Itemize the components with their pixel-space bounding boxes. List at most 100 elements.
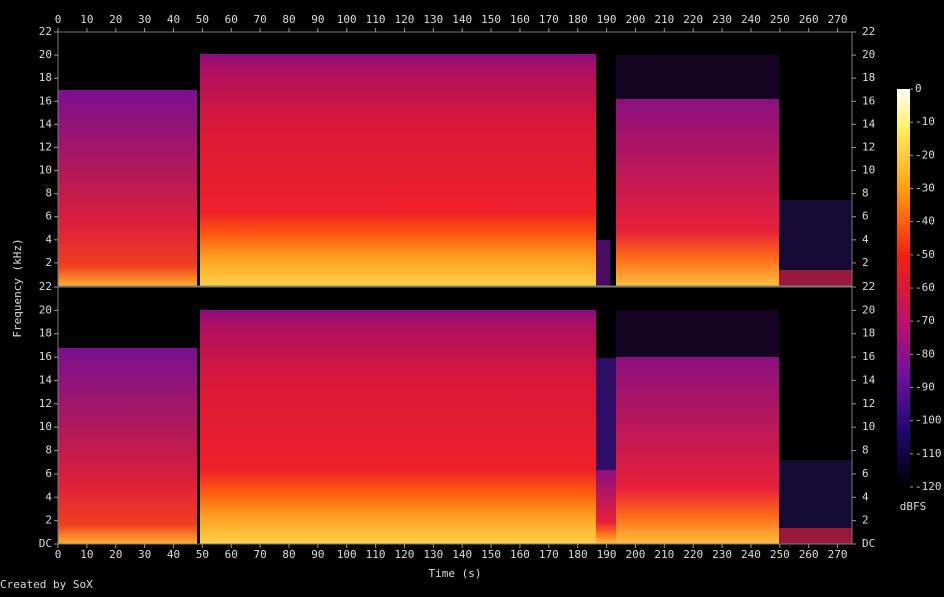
x-tick-label: 190 bbox=[597, 548, 617, 561]
spectrum-tail bbox=[779, 270, 852, 286]
spectrum-block bbox=[596, 470, 616, 544]
x-tick-label: 210 bbox=[654, 13, 674, 26]
y-tick-label: 6 bbox=[862, 210, 869, 223]
colorbar-tick-label: -30 bbox=[915, 182, 935, 195]
x-tick-label: 160 bbox=[510, 13, 530, 26]
y-tick-label: 4 bbox=[45, 233, 52, 246]
x-tick-label: 130 bbox=[423, 548, 443, 561]
y-tick-label: 10 bbox=[862, 420, 875, 433]
colorbar-tick-label: -110 bbox=[915, 447, 942, 460]
colorbar-tick-label: -50 bbox=[915, 248, 935, 261]
y-tick-label: 22 bbox=[862, 25, 875, 38]
plot-frame bbox=[57, 286, 853, 545]
y-tick-label: 22 bbox=[39, 25, 52, 38]
colorbar-tick-label: -10 bbox=[915, 115, 935, 128]
x-tick-label: 220 bbox=[683, 548, 703, 561]
x-tick-label: 0 bbox=[55, 13, 62, 26]
y-axis-label: Frequency (kHz) bbox=[11, 238, 24, 337]
x-tick-label: 240 bbox=[741, 13, 761, 26]
spectrum-block bbox=[200, 310, 596, 544]
y-tick-label: 8 bbox=[45, 187, 52, 200]
x-tick-label: 60 bbox=[225, 13, 238, 26]
y-tick-label: 14 bbox=[862, 117, 876, 130]
x-tick-label: 20 bbox=[109, 548, 122, 561]
spectrum-block bbox=[58, 348, 197, 544]
spectrum-block bbox=[200, 54, 596, 286]
colorbar-tick-label: 0 bbox=[915, 82, 922, 95]
y-tick-label: 2 bbox=[45, 256, 52, 269]
y-tick-label: 20 bbox=[862, 48, 875, 61]
credit: Created by SoX bbox=[0, 578, 93, 591]
x-tick-label: 110 bbox=[366, 548, 386, 561]
x-tick-label: 220 bbox=[683, 13, 703, 26]
spectrogram-image bbox=[58, 54, 852, 544]
y-tick-label: 22 bbox=[862, 280, 875, 293]
x-tick-label: 60 bbox=[225, 548, 238, 561]
colorbar-tick-label: -70 bbox=[915, 314, 935, 327]
y-tick-label: 2 bbox=[862, 256, 869, 269]
y-tick-label: 16 bbox=[39, 94, 52, 107]
colorbar bbox=[897, 89, 910, 487]
x-tick-label: 240 bbox=[741, 548, 761, 561]
x-tick-label: 170 bbox=[539, 13, 559, 26]
colorbar-tick-label: -120 bbox=[915, 480, 942, 493]
y-tick-label: 12 bbox=[39, 140, 52, 153]
y-tick-label: 16 bbox=[862, 94, 875, 107]
x-tick-label: 190 bbox=[597, 13, 617, 26]
y-tick-label: 16 bbox=[862, 350, 875, 363]
spectrum-block bbox=[58, 90, 197, 286]
colorbar-label: dBFS bbox=[900, 500, 927, 513]
x-tick-label: 170 bbox=[539, 548, 559, 561]
spectrum-block bbox=[616, 357, 779, 544]
x-tick-label: 130 bbox=[423, 13, 443, 26]
x-tick-label: 90 bbox=[311, 548, 324, 561]
colorbar-tick-label: -60 bbox=[915, 281, 935, 294]
x-tick-label: 120 bbox=[395, 13, 415, 26]
y-tick-label: 12 bbox=[39, 397, 52, 410]
spectrum-tail bbox=[779, 528, 852, 544]
colorbar-tick-label: -80 bbox=[915, 347, 935, 360]
x-tick-label: 120 bbox=[395, 548, 415, 561]
x-tick-label: 150 bbox=[481, 548, 501, 561]
x-tick-label: 140 bbox=[452, 548, 472, 561]
y-tick-label: 10 bbox=[39, 420, 52, 433]
y-tick-label: 18 bbox=[39, 71, 52, 84]
y-tick-label: 20 bbox=[862, 303, 875, 316]
y-tick-label: 2 bbox=[45, 514, 52, 527]
x-tick-label: 250 bbox=[770, 13, 790, 26]
colorbar-tick-label: -100 bbox=[915, 414, 942, 427]
x-tick-label: 270 bbox=[828, 548, 848, 561]
spectrum-speckle bbox=[616, 55, 779, 99]
x-tick-label: 200 bbox=[626, 13, 646, 26]
x-tick-label: 10 bbox=[80, 548, 93, 561]
x-tick-label: 100 bbox=[337, 13, 357, 26]
x-tick-label: 230 bbox=[712, 13, 732, 26]
y-tick-label: 6 bbox=[862, 467, 869, 480]
x-tick-label: 50 bbox=[196, 548, 209, 561]
x-tick-label: 180 bbox=[568, 548, 588, 561]
x-tick-label: 250 bbox=[770, 548, 790, 561]
x-tick-label: 230 bbox=[712, 548, 732, 561]
y-tick-label: 4 bbox=[862, 490, 869, 503]
y-tick-label: 14 bbox=[39, 373, 53, 386]
x-tick-label: 270 bbox=[828, 13, 848, 26]
x-tick-label: 180 bbox=[568, 13, 588, 26]
x-tick-label: 50 bbox=[196, 13, 209, 26]
y-tick-label: 22 bbox=[39, 280, 52, 293]
x-tick-label: 260 bbox=[799, 548, 819, 561]
y-tick-label: DC bbox=[39, 537, 52, 550]
x-tick-label: 210 bbox=[654, 548, 674, 561]
y-tick-label: 8 bbox=[45, 444, 52, 457]
x-tick-label: 40 bbox=[167, 13, 180, 26]
y-tick-label: 18 bbox=[862, 327, 875, 340]
colorbar-tick-label: -40 bbox=[915, 215, 935, 228]
spectrum-speckle bbox=[616, 310, 779, 357]
x-tick-label: 30 bbox=[138, 548, 151, 561]
y-tick-label: 18 bbox=[862, 71, 875, 84]
colorbar-tick-label: -90 bbox=[915, 381, 935, 394]
y-tick-label: DC bbox=[862, 537, 875, 550]
x-tick-label: 150 bbox=[481, 13, 501, 26]
y-tick-label: 8 bbox=[862, 187, 869, 200]
x-tick-label: 30 bbox=[138, 13, 151, 26]
x-tick-label: 40 bbox=[167, 548, 180, 561]
